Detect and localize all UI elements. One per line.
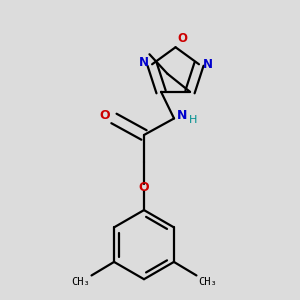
Text: N: N [202,58,213,71]
Text: H: H [188,115,197,125]
Text: CH₃: CH₃ [198,277,217,287]
Text: CH₃: CH₃ [71,277,90,287]
Text: N: N [176,109,187,122]
Text: N: N [139,56,148,69]
Text: O: O [177,32,187,45]
Text: O: O [99,109,110,122]
Text: O: O [139,181,149,194]
